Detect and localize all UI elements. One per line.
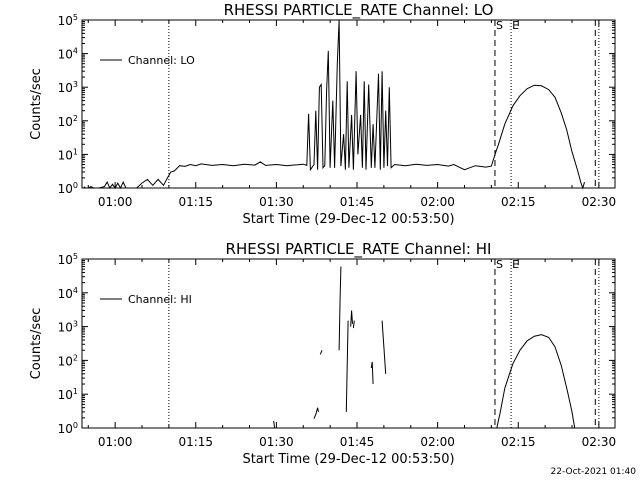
series-line [83,19,585,190]
series-segment [345,320,349,412]
y-tick-label: 100 [58,181,78,196]
y-tick-label: 102 [58,114,78,129]
series-line [496,334,576,429]
chart-title: RHESSI PARTICLE_RATE Channel: HI [226,240,492,259]
chart-title: RHESSI PARTICLE_RATE Channel: LO [224,1,494,20]
plot-frame [81,258,616,429]
x-axis-label: Start Time (29-Dec-12 00:53:50) [242,212,454,227]
plot-frame [81,19,616,189]
x-tick-label: 02:30 [582,195,617,209]
series-segment [319,350,323,355]
x-tick-label: 01:00 [98,435,133,449]
series-segment [350,310,353,327]
x-tick-label: 02:00 [420,195,455,209]
legend-label: Channel: LO [128,54,195,67]
legend-label: Channel: HI [128,293,192,306]
x-tick-label: 01:45 [340,435,375,449]
series-segment [381,320,387,374]
series-segment [313,407,319,419]
series-segment [370,361,374,385]
series-segment [338,266,342,351]
y-tick-label: 103 [58,320,78,335]
x-tick-label: 02:30 [582,435,617,449]
x-tick-label: 02:15 [501,195,536,209]
x-tick-label: 01:45 [340,195,375,209]
marker-label: E [512,19,519,32]
footer-timestamp: 22-Oct-2021 01:40 [551,467,637,477]
y-tick-label: 102 [58,353,78,368]
y-tick-label: 101 [58,147,78,162]
series-segment [352,320,355,329]
x-tick-label: 01:15 [178,435,213,449]
y-axis-label: Counts/sec [29,308,44,380]
x-tick-label: 01:00 [98,195,133,209]
y-tick-label: 104 [58,286,78,301]
x-tick-label: 01:15 [178,195,213,209]
y-tick-label: 105 [58,252,78,267]
plot-panel-lo: RHESSI PARTICLE_RATE Channel: LO Start T… [29,1,616,227]
y-tick-label: 101 [58,387,78,402]
y-tick-label: 100 [58,421,78,436]
x-tick-label: 02:00 [420,435,455,449]
x-tick-label: 01:30 [259,435,294,449]
marker-label: E [512,258,519,271]
marker-label: S [496,19,503,32]
y-tick-label: 103 [58,80,78,95]
series-segment [273,421,276,429]
plot-panel-hi: RHESSI PARTICLE_RATE Channel: HI Start T… [29,240,616,467]
y-tick-label: 105 [58,13,78,28]
x-axis-label: Start Time (29-Dec-12 00:53:50) [242,452,454,467]
y-axis-label: Counts/sec [29,68,44,140]
x-tick-label: 02:15 [501,435,536,449]
x-tick-label: 01:30 [259,195,294,209]
marker-label: S [496,258,503,271]
y-tick-label: 104 [58,47,78,62]
